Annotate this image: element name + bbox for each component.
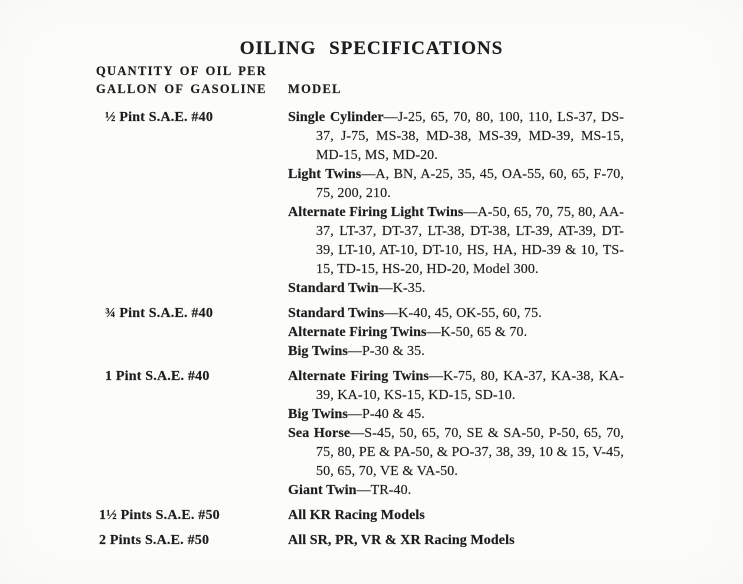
quantity-cell: 2 Pints S.A.E. #50 xyxy=(99,533,210,548)
model-codes: —P-40 & 45. xyxy=(347,407,425,422)
quantity-cell: ¾ Pint S.A.E. #40 xyxy=(105,306,214,321)
model-series-name: All SR, PR, VR & XR Racing Models xyxy=(288,533,515,548)
model-series-name: Standard Twins xyxy=(288,306,385,321)
model-line: Single Cylinder—J-25, 65, 70, 80, 100, 1… xyxy=(288,108,624,165)
model-line: Light Twins—A, BN, A-25, 35, 45, OA-55, … xyxy=(288,165,624,203)
model-codes: —A, BN, A-25, 35, 45, OA-55, 60, 65, F-7… xyxy=(316,167,625,201)
model-line: Alternate Firing Twins—K-50, 65 & 70. xyxy=(288,323,624,342)
model-line: All SR, PR, VR & XR Racing Models xyxy=(288,531,624,550)
model-codes: —TR-40. xyxy=(356,483,412,498)
model-cell: Alternate Firing Twins—K-75, 80, KA-37, … xyxy=(288,367,624,500)
model-cell: Single Cylinder—J-25, 65, 70, 80, 100, 1… xyxy=(288,108,624,298)
model-series-name: Big Twins xyxy=(288,407,348,422)
column-header-quantity: QUANTITY OF OIL PER GALLON OF GASOLINE xyxy=(96,62,288,98)
model-line: Giant Twin—TR-40. xyxy=(288,481,624,500)
model-codes: —K-35. xyxy=(378,281,426,296)
table-row: ½ Pint S.A.E. #40 Single Cylinder—J-25, … xyxy=(96,108,648,298)
model-codes: —P-30 & 35. xyxy=(347,344,425,359)
model-codes: —K-75, 80, KA-37, KA-38, KA-39, KA-10, K… xyxy=(316,369,624,403)
model-line: Sea Horse—S-45, 50, 65, 70, SE & SA-50, … xyxy=(288,424,624,481)
model-line: Alternate Firing Light Twins—A-50, 65, 7… xyxy=(288,203,624,279)
column-header-quantity-line2: GALLON OF GASOLINE xyxy=(96,82,267,96)
model-series-name: Alternate Firing Light Twins xyxy=(288,205,464,220)
model-codes: —K-50, 65 & 70. xyxy=(426,325,528,340)
model-series-name: Single Cylinder xyxy=(288,110,384,125)
column-header-model: MODEL xyxy=(288,82,342,96)
table-row: 1½ Pints S.A.E. #50 All KR Racing Models xyxy=(96,506,648,525)
model-codes: —J-25, 65, 70, 80, 100, 110, LS-37, DS-3… xyxy=(316,110,624,163)
model-line: Standard Twin—K-35. xyxy=(288,279,624,298)
column-header-quantity-line1: QUANTITY OF OIL PER xyxy=(96,64,268,78)
model-series-name: Big Twins xyxy=(288,344,348,359)
model-codes: —A-50, 65, 70, 75, 80, AA-37, LT-37, DT-… xyxy=(316,205,624,277)
model-series-name: Alternate Firing Twins xyxy=(288,369,429,384)
model-series-name: Light Twins xyxy=(288,167,362,182)
model-series-name: All KR Racing Models xyxy=(288,508,425,523)
table-header: QUANTITY OF OIL PER GALLON OF GASOLINE M… xyxy=(96,62,648,98)
model-series-name: Standard Twin xyxy=(288,281,379,296)
model-series-name: Giant Twin xyxy=(288,483,357,498)
table-row: 2 Pints S.A.E. #50 All SR, PR, VR & XR R… xyxy=(96,531,648,550)
model-cell: All KR Racing Models xyxy=(288,506,624,525)
model-line: Standard Twins—K-40, 45, OK-55, 60, 75. xyxy=(288,304,624,323)
model-line: Alternate Firing Twins—K-75, 80, KA-37, … xyxy=(288,367,624,405)
model-codes: —K-40, 45, OK-55, 60, 75. xyxy=(384,306,542,321)
model-line: Big Twins—P-30 & 35. xyxy=(288,342,624,361)
model-series-name: Sea Horse xyxy=(288,426,351,441)
table-row: 1 Pint S.A.E. #40 Alternate Firing Twins… xyxy=(96,367,648,500)
oiling-spec-table: QUANTITY OF OIL PER GALLON OF GASOLINE M… xyxy=(96,62,648,556)
table-row: ¾ Pint S.A.E. #40 Standard Twins—K-40, 4… xyxy=(96,304,648,361)
model-cell: Standard Twins—K-40, 45, OK-55, 60, 75. … xyxy=(288,304,624,361)
model-cell: All SR, PR, VR & XR Racing Models xyxy=(288,531,624,550)
quantity-cell: 1½ Pints S.A.E. #50 xyxy=(99,508,220,523)
model-codes: —S-45, 50, 65, 70, SE & SA-50, P-50, 65,… xyxy=(316,426,624,479)
model-line: Big Twins—P-40 & 45. xyxy=(288,405,624,424)
model-line: All KR Racing Models xyxy=(288,506,624,525)
table-body: ½ Pint S.A.E. #40 Single Cylinder—J-25, … xyxy=(96,108,648,550)
quantity-cell: 1 Pint S.A.E. #40 xyxy=(105,369,210,384)
page-title: OILING SPECIFICATIONS xyxy=(239,38,504,59)
quantity-cell: ½ Pint S.A.E. #40 xyxy=(105,110,214,125)
model-series-name: Alternate Firing Twins xyxy=(288,325,427,340)
